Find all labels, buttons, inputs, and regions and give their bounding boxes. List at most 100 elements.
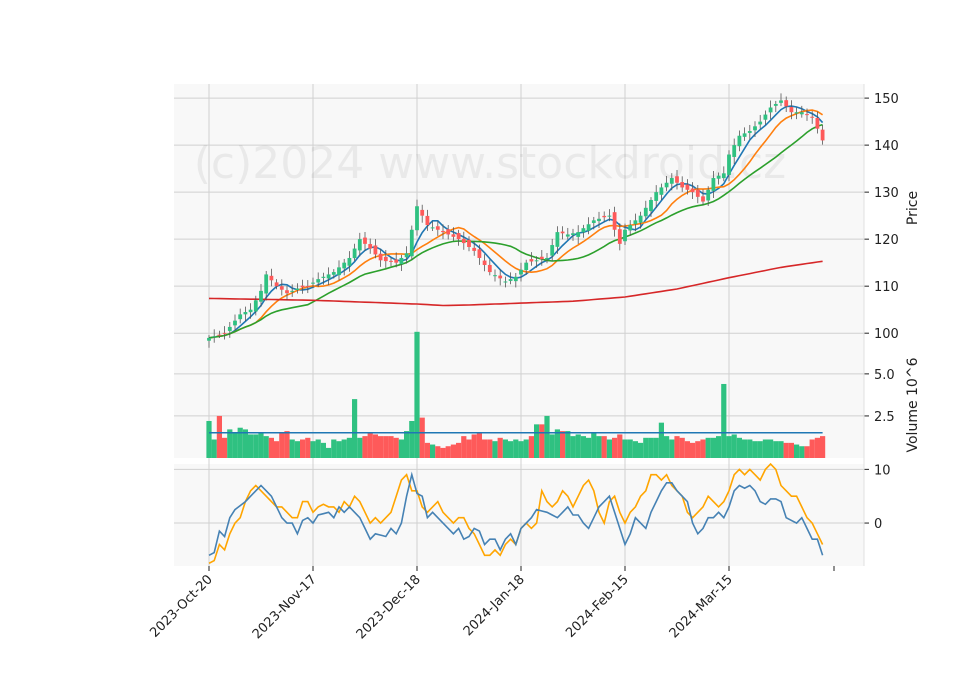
volume-bar (341, 439, 347, 458)
oscillator-panel (208, 462, 824, 565)
candle-body (768, 107, 773, 113)
candle-body (357, 239, 362, 251)
oscillator-tick-label: 0 (874, 517, 882, 532)
candle-body (685, 184, 690, 190)
volume-bar (726, 436, 732, 458)
volume-bar (294, 441, 300, 458)
volume-bar (211, 439, 217, 458)
volume-bar (502, 439, 508, 458)
price-tick-label: 130 (874, 186, 899, 201)
price-tick-label: 140 (874, 139, 899, 154)
volume-bar (352, 399, 358, 458)
volume-tick-label: 5.0 (874, 368, 895, 383)
volume-bar (695, 441, 701, 458)
candle-body (675, 176, 679, 183)
candle-body (420, 209, 425, 216)
volume-bar (804, 446, 810, 458)
volume-bar (632, 441, 638, 458)
candle-body (222, 332, 227, 334)
volume-bar (731, 434, 737, 458)
oscillator-tick-label: 10 (874, 463, 891, 478)
candle-body (519, 269, 523, 275)
candle-body (664, 182, 669, 188)
candle-body (628, 225, 633, 231)
candle-body (550, 245, 555, 256)
volume-bar (393, 437, 399, 458)
candle-body (290, 290, 295, 292)
volume-bar (305, 437, 311, 458)
volume-panel (206, 331, 826, 458)
volume-bar (539, 424, 545, 458)
candle-body (498, 275, 503, 279)
volume-bar (565, 431, 571, 458)
volume-bar (372, 434, 378, 458)
candle-body (784, 100, 789, 107)
candle-body (295, 288, 300, 290)
volume-bar (638, 442, 644, 458)
candle-body (259, 290, 263, 302)
candle-body (383, 256, 388, 262)
volume-bar (216, 415, 222, 458)
candle-body (508, 279, 513, 281)
candle-body (399, 257, 404, 265)
candle-body (654, 192, 659, 201)
volume-bar (383, 436, 389, 458)
volume-bar (762, 439, 768, 458)
volume-bar (700, 439, 706, 458)
candle-body (820, 129, 825, 141)
volume-bar (362, 436, 368, 458)
volume-bar (466, 439, 472, 458)
candle-body (701, 196, 705, 202)
candle-body (695, 189, 700, 197)
candle-body (732, 145, 737, 157)
price-axis-label: Price (905, 191, 921, 225)
volume-bar (414, 331, 420, 458)
volume-bar (424, 442, 430, 458)
candle-body (378, 253, 383, 261)
volume-bar (487, 439, 493, 458)
candle-body (477, 249, 482, 258)
candle-body (758, 121, 763, 125)
volume-bar (388, 436, 394, 458)
volume-bar (482, 439, 488, 458)
candle-body (565, 234, 570, 237)
candle-body (435, 226, 440, 230)
price-tick-label: 150 (874, 92, 899, 107)
candle-body (342, 262, 347, 269)
volume-bar (554, 429, 560, 458)
volume-bar (736, 437, 742, 458)
candle-body (716, 175, 721, 179)
candle-body (799, 112, 804, 115)
candle-body (269, 275, 274, 281)
volume-bar (248, 434, 254, 458)
candle-body (742, 133, 747, 137)
volume-axis-label: Volume 10^6 (905, 357, 921, 452)
volume-bar (430, 444, 436, 458)
candle-body (815, 118, 820, 129)
candle-body (248, 309, 253, 313)
candle-body (472, 247, 477, 251)
volume-bar (523, 439, 529, 458)
candle-body (285, 290, 289, 294)
volume-bar (404, 431, 410, 458)
candle-body (347, 257, 352, 266)
volume-bar (648, 437, 654, 458)
candle-body (409, 229, 414, 257)
volume-bar (409, 420, 415, 458)
volume-bar (591, 432, 597, 458)
price-tick-label: 100 (874, 327, 899, 342)
volume-bar (513, 439, 519, 458)
volume-bar (471, 434, 477, 458)
candle-body (706, 189, 711, 201)
candle-body (212, 336, 217, 338)
candle-body (279, 286, 284, 290)
panel-backgrounds (174, 84, 864, 566)
volume-bar (596, 436, 602, 458)
volume-bar (820, 436, 826, 458)
volume-bar (742, 439, 748, 458)
volume-bar (617, 434, 623, 458)
candle-body (389, 260, 393, 262)
candle-body (311, 282, 315, 284)
volume-bar (752, 441, 758, 458)
